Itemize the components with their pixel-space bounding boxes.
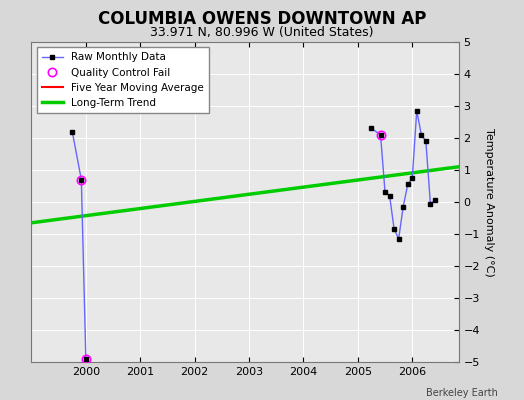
Text: COLUMBIA OWENS DOWNTOWN AP: COLUMBIA OWENS DOWNTOWN AP: [98, 10, 426, 28]
Y-axis label: Temperature Anomaly (°C): Temperature Anomaly (°C): [484, 128, 494, 276]
Text: 33.971 N, 80.996 W (United States): 33.971 N, 80.996 W (United States): [150, 26, 374, 39]
Text: Berkeley Earth: Berkeley Earth: [426, 388, 498, 398]
Legend: Raw Monthly Data, Quality Control Fail, Five Year Moving Average, Long-Term Tren: Raw Monthly Data, Quality Control Fail, …: [37, 47, 209, 113]
